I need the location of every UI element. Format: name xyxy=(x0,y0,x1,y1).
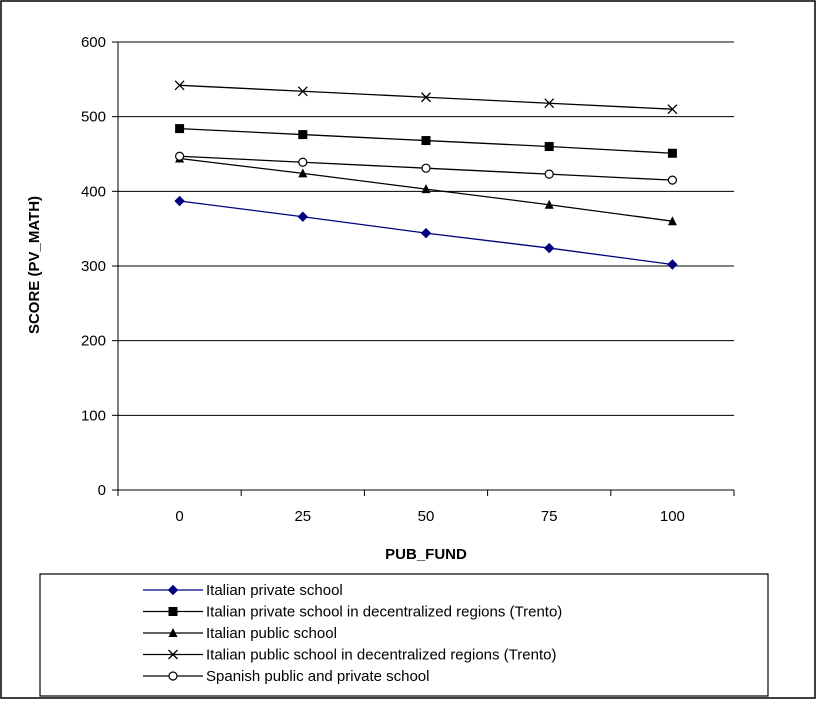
y-tick-label: 400 xyxy=(81,183,106,200)
series-2 xyxy=(175,124,677,158)
marker-stroke xyxy=(421,92,431,103)
data-point xyxy=(297,86,308,97)
y-tick-label: 0 xyxy=(98,482,106,499)
data-point xyxy=(298,130,308,140)
data-point xyxy=(667,216,677,226)
legend-marker xyxy=(168,671,178,681)
data-point xyxy=(544,98,555,109)
legend-entry: Italian public school in decentralized r… xyxy=(143,647,556,664)
legend-label: Italian private school in decentralized … xyxy=(206,604,562,621)
x-tick-label: 25 xyxy=(294,508,311,525)
y-tick-label: 100 xyxy=(81,407,106,424)
data-point xyxy=(421,136,431,146)
data-point xyxy=(174,80,185,91)
x-tick-label: 50 xyxy=(418,508,435,525)
legend-label: Italian public school in decentralized r… xyxy=(206,647,556,664)
data-point xyxy=(667,175,678,185)
marker-stroke xyxy=(544,98,555,109)
legend-label: Italian public school xyxy=(206,625,337,642)
data-point xyxy=(667,104,678,115)
data-point xyxy=(175,151,185,161)
data-point xyxy=(421,92,431,103)
x-tick-label: 0 xyxy=(175,508,183,525)
data-point xyxy=(421,163,431,173)
gridlines xyxy=(118,41,734,416)
data-point xyxy=(174,195,185,207)
data-point xyxy=(298,157,308,167)
data-point xyxy=(667,148,677,158)
legend: Italian private school Italian private sc… xyxy=(143,582,562,685)
y-tick-label: 200 xyxy=(81,333,106,350)
series-1 xyxy=(174,195,678,270)
legend-entry: Italian public school xyxy=(143,625,337,642)
data-point xyxy=(667,259,678,270)
legend-entry: Italian private school in decentralized … xyxy=(143,604,562,621)
data-point xyxy=(544,142,554,152)
data-point xyxy=(544,199,554,209)
data-point xyxy=(544,169,554,179)
marker-stroke xyxy=(168,649,178,660)
data-point xyxy=(420,227,432,239)
data-point xyxy=(175,124,185,134)
data-point xyxy=(543,242,555,254)
marker-stroke xyxy=(297,86,308,97)
legend-marker xyxy=(168,607,178,616)
x-tick-label: 100 xyxy=(660,508,685,525)
y-tick-label: 300 xyxy=(81,258,106,275)
marker-stroke xyxy=(667,104,678,115)
y-tick-labels: 0 100 200 300 400 500 600 xyxy=(81,34,106,499)
series-5 xyxy=(175,151,678,185)
y-tick-label: 600 xyxy=(81,34,106,51)
marker-stroke xyxy=(174,80,185,91)
data-point xyxy=(421,184,431,194)
legend-marker xyxy=(167,584,179,596)
data-point xyxy=(298,168,308,178)
x-axis-title: PUB_FUND xyxy=(385,546,467,563)
x-tick-label: 75 xyxy=(541,508,558,525)
legend-entry: Italian private school xyxy=(143,582,343,599)
y-axis-title: SCORE (PV_MATH) xyxy=(26,196,43,334)
x-tick-labels: 0 25 50 75 100 xyxy=(175,508,684,525)
legend-entry: Spanish public and private school xyxy=(143,668,429,685)
series-lines xyxy=(174,80,678,270)
series-4 xyxy=(174,80,678,115)
legend-label: Spanish public and private school xyxy=(206,668,429,685)
legend-label: Italian private school xyxy=(206,582,343,599)
data-point xyxy=(297,211,309,222)
legend-marker xyxy=(168,628,178,637)
legend-marker xyxy=(168,649,178,660)
y-tick-label: 500 xyxy=(81,109,106,126)
axes xyxy=(112,41,735,496)
